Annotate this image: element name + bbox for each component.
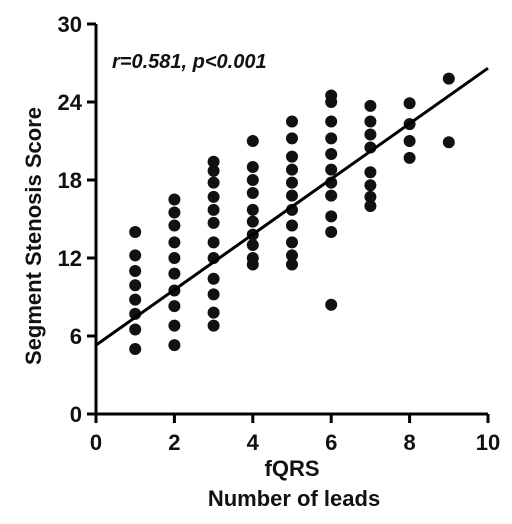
data-point — [168, 339, 181, 352]
y-tick-label: 24 — [58, 90, 83, 115]
data-point — [246, 215, 259, 228]
data-point — [286, 219, 298, 232]
data-point — [207, 288, 220, 301]
regression-line — [95, 66, 489, 347]
data-point — [246, 187, 259, 199]
data-point — [207, 190, 220, 203]
data-point — [207, 216, 220, 229]
data-point — [286, 189, 298, 202]
x-axis-subtitle: Number of leads — [208, 486, 380, 511]
data-point — [442, 136, 455, 149]
data-points — [129, 72, 455, 355]
data-point — [325, 89, 338, 102]
data-point — [325, 115, 338, 128]
data-point — [129, 293, 142, 306]
data-point — [286, 132, 298, 145]
data-point — [129, 343, 142, 355]
data-point — [207, 272, 220, 285]
data-point — [246, 135, 259, 147]
y-tick-label: 30 — [58, 12, 82, 37]
data-point — [168, 236, 181, 249]
data-point — [364, 179, 377, 192]
data-point — [168, 300, 181, 313]
data-point — [129, 323, 142, 336]
data-point — [246, 239, 259, 251]
x-tick-label: 4 — [247, 430, 260, 455]
data-point — [325, 226, 338, 238]
data-point — [364, 128, 377, 141]
data-point — [129, 265, 142, 277]
data-point — [364, 200, 377, 212]
y-tick-label: 12 — [58, 246, 82, 271]
data-point — [168, 219, 181, 232]
data-point — [207, 203, 220, 216]
data-point — [403, 151, 416, 164]
x-tick-label: 2 — [168, 430, 180, 455]
data-point — [325, 189, 338, 202]
data-point — [286, 258, 298, 271]
data-point — [168, 267, 181, 280]
data-point — [246, 161, 259, 173]
y-axis-title: Segment Stenosis Score — [21, 107, 46, 365]
data-point — [325, 298, 338, 311]
y-tick-label: 6 — [70, 324, 82, 349]
data-point — [168, 252, 181, 264]
data-point — [207, 155, 220, 168]
data-point — [286, 203, 298, 216]
data-point — [207, 176, 220, 189]
x-tick-label: 8 — [403, 430, 415, 455]
data-point — [325, 132, 338, 145]
x-tick-label: 0 — [90, 430, 102, 455]
x-axis-title: fQRS — [265, 456, 320, 481]
data-point — [364, 115, 377, 128]
data-point — [207, 306, 220, 319]
data-point — [286, 115, 298, 128]
data-point — [286, 249, 298, 262]
data-point — [364, 99, 377, 112]
data-point — [129, 249, 142, 262]
data-point — [246, 252, 259, 264]
data-point — [207, 236, 220, 249]
data-point — [286, 176, 298, 189]
data-point — [168, 319, 181, 332]
data-point — [403, 97, 416, 110]
data-point — [286, 163, 298, 176]
data-point — [129, 226, 142, 238]
y-tick-label: 0 — [70, 402, 82, 427]
data-point — [442, 72, 455, 85]
data-point — [129, 279, 142, 292]
data-point — [286, 150, 298, 163]
data-point — [364, 166, 377, 179]
data-point — [325, 210, 338, 223]
x-tick-label: 10 — [476, 430, 500, 455]
correlation-annotation: r=0.581, p<0.001 — [112, 51, 267, 73]
data-point — [286, 236, 298, 249]
data-point — [246, 203, 259, 216]
data-point — [207, 164, 220, 177]
x-tick-label: 6 — [325, 430, 337, 455]
data-point — [168, 206, 181, 219]
data-point — [325, 163, 338, 176]
data-point — [403, 135, 416, 147]
data-point — [246, 174, 259, 186]
y-tick-label: 18 — [58, 168, 82, 193]
data-point — [207, 319, 220, 332]
data-point — [325, 148, 338, 160]
data-point — [168, 193, 181, 206]
data-point — [364, 190, 377, 203]
